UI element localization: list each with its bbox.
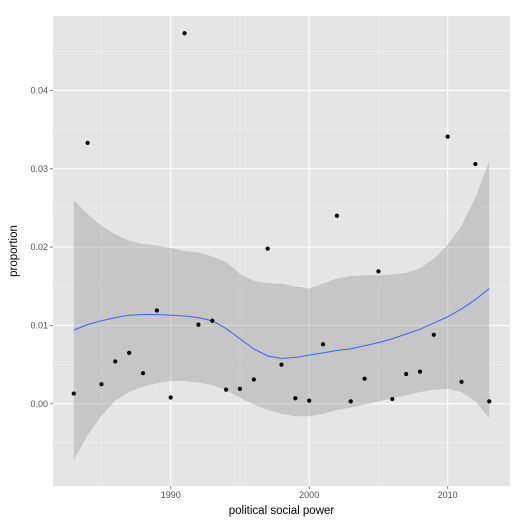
data-point: [99, 382, 104, 387]
data-point: [320, 342, 326, 347]
grid-major: [53, 16, 510, 486]
data-point: [224, 387, 229, 392]
data-point: [196, 322, 201, 327]
data-point: [376, 269, 381, 274]
data-point: [390, 396, 395, 402]
data-point: [293, 396, 298, 401]
data-point: [127, 350, 132, 355]
data-point: [445, 134, 450, 139]
x-axis-ticks: 1990 2000 2010: [161, 486, 458, 500]
grid-minor: [53, 16, 510, 486]
x-tick-label: 1990: [161, 490, 181, 500]
data-point: [237, 386, 243, 391]
data-point: [154, 308, 159, 313]
data-point: [404, 371, 409, 377]
x-axis-title: political social power: [229, 505, 335, 517]
data-point: [334, 213, 339, 218]
data-point: [431, 332, 436, 337]
data-point: [279, 362, 284, 367]
data-point: [459, 379, 464, 384]
data-point: [487, 399, 492, 404]
y-tick-label: 0.04: [30, 85, 48, 95]
data-point: [251, 377, 256, 382]
data-point: [168, 395, 173, 400]
y-axis-ticks: 0.00 0.01 0.02 0.03 0.04: [30, 85, 53, 409]
data-point: [71, 391, 76, 396]
data-point: [348, 399, 353, 404]
data-point: [473, 161, 478, 167]
data-point: [113, 359, 118, 364]
x-tick-label: 2000: [299, 490, 319, 500]
data-point: [182, 31, 187, 36]
y-axis-title: proportion: [8, 225, 20, 277]
plot-panel: [53, 16, 510, 486]
data-points: [71, 31, 492, 404]
data-point: [85, 140, 90, 145]
smooth-line: [73, 288, 490, 359]
data-point: [307, 398, 312, 403]
x-tick-label: 2010: [438, 490, 458, 500]
data-point: [417, 369, 423, 374]
data-point: [362, 376, 367, 381]
data-point: [265, 246, 270, 251]
data-point: [210, 318, 215, 323]
confidence-ribbon: [73, 160, 490, 461]
y-tick-label: 0.02: [30, 242, 48, 252]
data-point: [140, 371, 146, 376]
y-tick-label: 0.00: [30, 399, 48, 409]
y-tick-label: 0.03: [30, 164, 48, 174]
y-tick-label: 0.01: [30, 320, 48, 330]
